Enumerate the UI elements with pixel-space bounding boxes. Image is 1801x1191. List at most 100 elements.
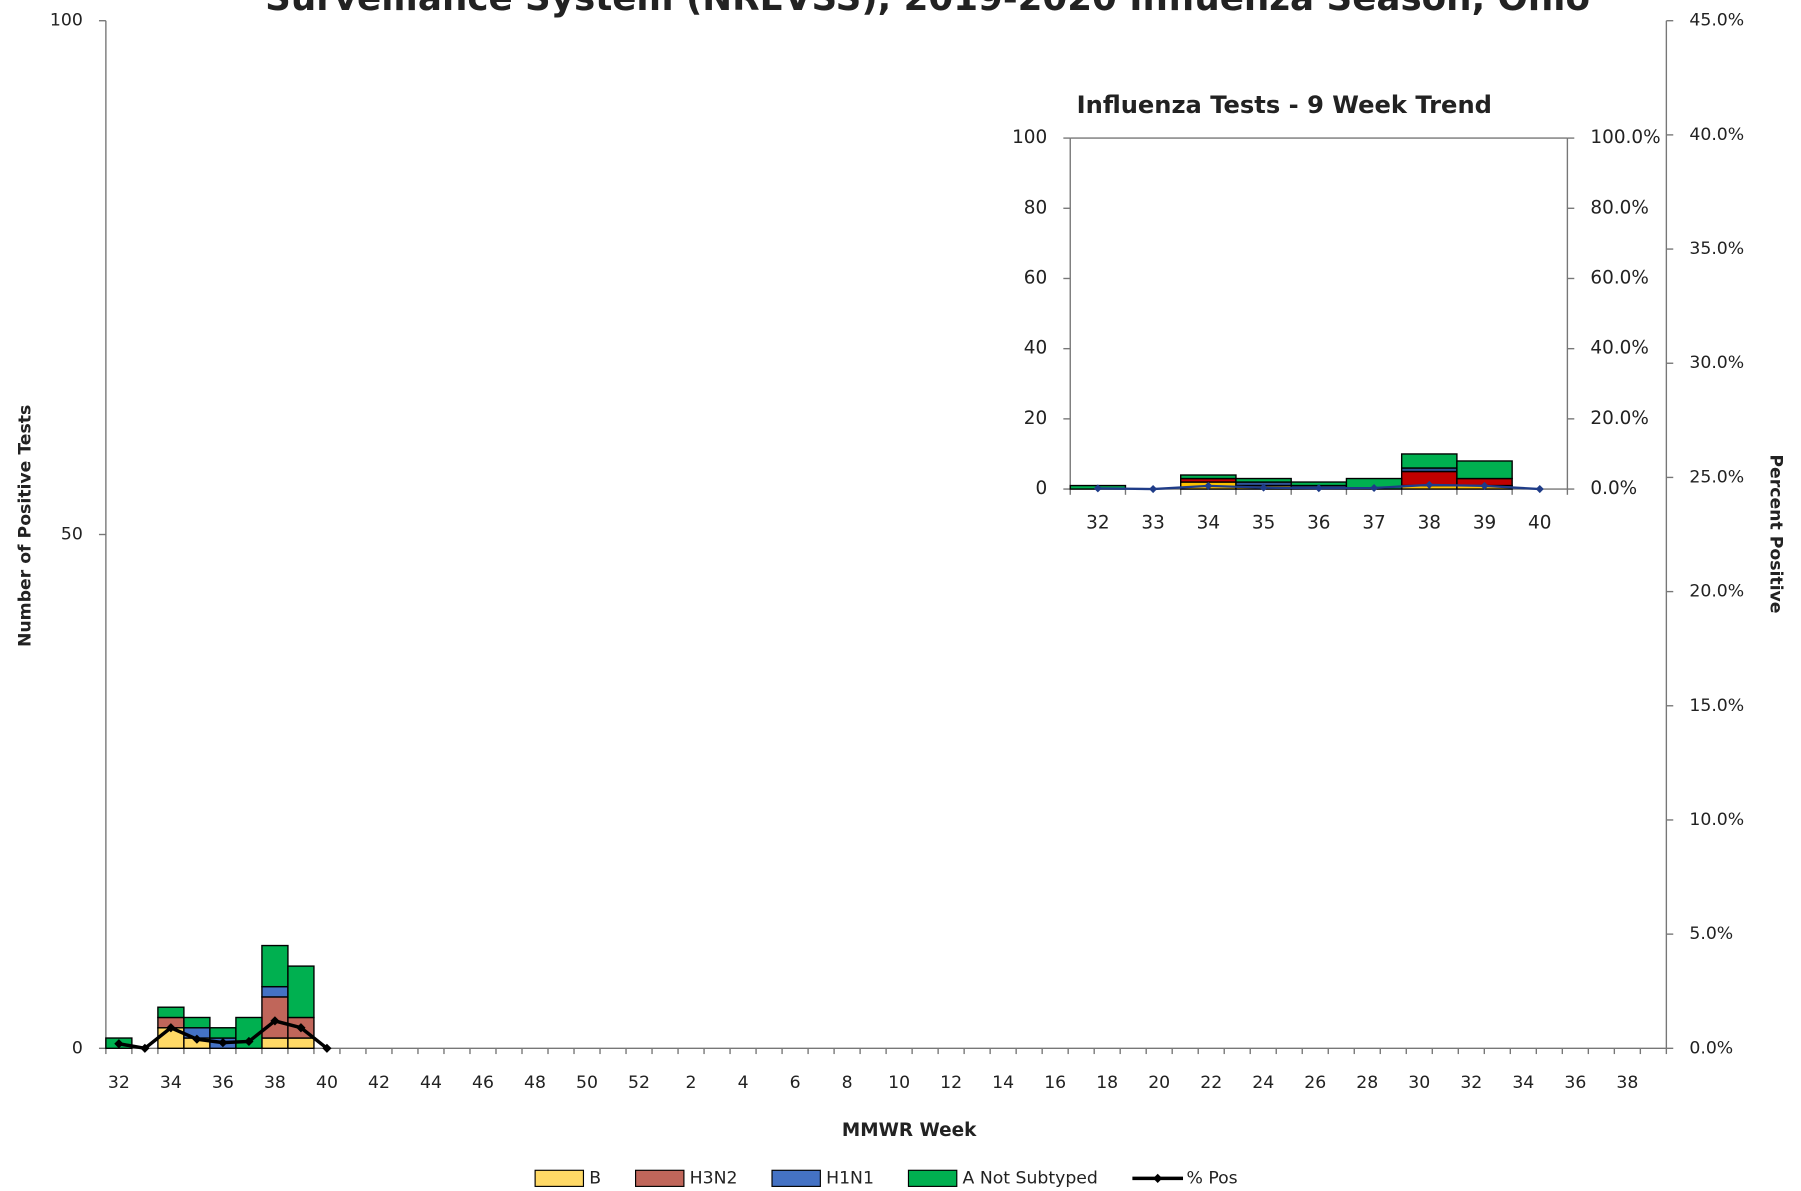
y2-tick-label: 40.0%	[1689, 125, 1744, 145]
bar-segment	[209, 1027, 237, 1039]
bar-segment	[287, 965, 315, 1019]
x-tick-label: 16	[1044, 1073, 1066, 1093]
x-tick-label: 12	[940, 1073, 962, 1093]
x-tick-label: 38	[1616, 1073, 1638, 1093]
x-tick-label: 38	[264, 1073, 286, 1093]
x-tick-label: 37	[1362, 513, 1385, 534]
line-marker	[244, 1036, 254, 1047]
y-tick-label: 80	[1024, 197, 1047, 218]
x-tick-label: 4	[738, 1073, 749, 1093]
y2-tick-label: 15.0%	[1689, 696, 1744, 716]
x-tick-label: 39	[1473, 513, 1496, 534]
bar-segment	[1400, 453, 1458, 469]
x-axis-title: MMWR Week	[842, 1120, 977, 1141]
x-tick-label: 38	[1418, 513, 1441, 534]
bar-segment	[183, 1016, 211, 1029]
y2-tick-label: 25.0%	[1689, 467, 1744, 487]
x-tick-label: 32	[1460, 1073, 1482, 1093]
line-marker	[140, 1043, 150, 1053]
x-tick-label: 34	[1197, 513, 1220, 534]
line-marker	[1314, 484, 1323, 493]
line-marker	[218, 1037, 228, 1048]
y2-tick-label: 45.0%	[1689, 11, 1744, 31]
legend-swatch	[534, 1169, 585, 1187]
y2-tick-label: 10.0%	[1689, 810, 1744, 830]
x-tick-label: 48	[524, 1073, 546, 1093]
x-tick-label: 24	[1252, 1073, 1274, 1093]
x-tick-label: 22	[1200, 1073, 1222, 1093]
inset-title: Influenza Tests - 9 Week Trend	[1077, 91, 1492, 119]
x-tick-label: 6	[790, 1073, 801, 1093]
line-marker	[1370, 483, 1379, 493]
x-tick-label: 40	[1528, 513, 1551, 534]
y-tick-label: 60	[1024, 267, 1047, 288]
y2-tick-label: 35.0%	[1689, 239, 1744, 259]
bar-segment	[287, 1037, 315, 1050]
y-tick-label: 20	[1024, 408, 1047, 429]
line-marker	[1093, 484, 1102, 493]
legend-label: A Not Subtyped	[963, 1168, 1098, 1188]
x-tick-label: 40	[316, 1073, 338, 1093]
y2-tick-label: 20.0%	[1689, 582, 1744, 602]
x-tick-label: 28	[1356, 1073, 1378, 1093]
x-tick-label: 46	[472, 1073, 494, 1093]
y-axis-title: Number of Positive Tests	[15, 405, 35, 647]
legend-swatch	[771, 1169, 821, 1187]
y2-tick-label: 60.0%	[1590, 267, 1648, 288]
x-tick-label: 32	[1086, 513, 1109, 534]
bar-segment	[1180, 474, 1237, 480]
line-marker	[322, 1043, 332, 1053]
bar-segment	[1456, 460, 1513, 480]
x-tick-label: 42	[368, 1073, 390, 1093]
x-tick-label: 34	[1512, 1073, 1534, 1093]
y-tick-label: 100	[50, 11, 83, 31]
line-marker	[192, 1034, 202, 1044]
bar-segment	[261, 985, 289, 998]
legend-label: B	[589, 1168, 601, 1188]
y-tick-label: 0	[1036, 478, 1048, 499]
bar-segment	[261, 1037, 289, 1050]
line-marker	[1259, 483, 1268, 492]
legend-label: % Pos	[1186, 1168, 1237, 1188]
x-tick-label: 50	[576, 1073, 598, 1093]
bar-segment	[1235, 477, 1292, 483]
y2-tick-label: 0.0%	[1590, 478, 1637, 499]
line-marker	[1425, 480, 1434, 489]
x-tick-label: 8	[842, 1073, 853, 1093]
x-tick-label: 36	[1307, 513, 1330, 534]
x-tick-label: 35	[1252, 513, 1275, 534]
y-tick-label: 50	[61, 525, 83, 545]
y2-tick-label: 5.0%	[1689, 924, 1733, 944]
y2-axis-title: Percent Positive	[1766, 454, 1786, 613]
y2-tick-label: 40.0%	[1590, 338, 1648, 359]
y-tick-label: 40	[1024, 338, 1047, 359]
x-tick-label: 32	[108, 1073, 130, 1093]
line-marker	[1149, 485, 1158, 494]
y-tick-label: 100	[1012, 127, 1047, 148]
chart-title: Surveillance System (NREVSS), 2019-2020 …	[265, 0, 1590, 19]
legend-label: H1N1	[826, 1168, 874, 1188]
legend-swatch	[635, 1169, 685, 1187]
x-tick-label: 36	[1564, 1073, 1586, 1093]
x-tick-label: 52	[628, 1073, 650, 1093]
legend-label: H3N2	[690, 1168, 738, 1188]
x-tick-label: 30	[1408, 1073, 1430, 1093]
x-tick-label: 14	[992, 1073, 1014, 1093]
x-tick-label: 26	[1304, 1073, 1326, 1093]
x-tick-label: 33	[1141, 513, 1164, 534]
x-tick-label: 44	[420, 1073, 442, 1093]
x-tick-label: 10	[888, 1073, 910, 1093]
line-marker	[114, 1039, 124, 1049]
x-tick-label: 2	[686, 1073, 697, 1093]
inset-background	[1001, 80, 1658, 541]
x-tick-label: 34	[160, 1073, 182, 1093]
y2-tick-label: 0.0%	[1689, 1038, 1733, 1058]
y2-tick-label: 100.0%	[1590, 127, 1660, 148]
x-tick-label: 20	[1148, 1073, 1170, 1093]
x-tick-label: 18	[1096, 1073, 1118, 1093]
bar-segment	[261, 944, 289, 988]
x-tick-label: 36	[212, 1073, 234, 1093]
y2-tick-label: 30.0%	[1689, 353, 1744, 373]
y2-tick-label: 20.0%	[1590, 408, 1648, 429]
